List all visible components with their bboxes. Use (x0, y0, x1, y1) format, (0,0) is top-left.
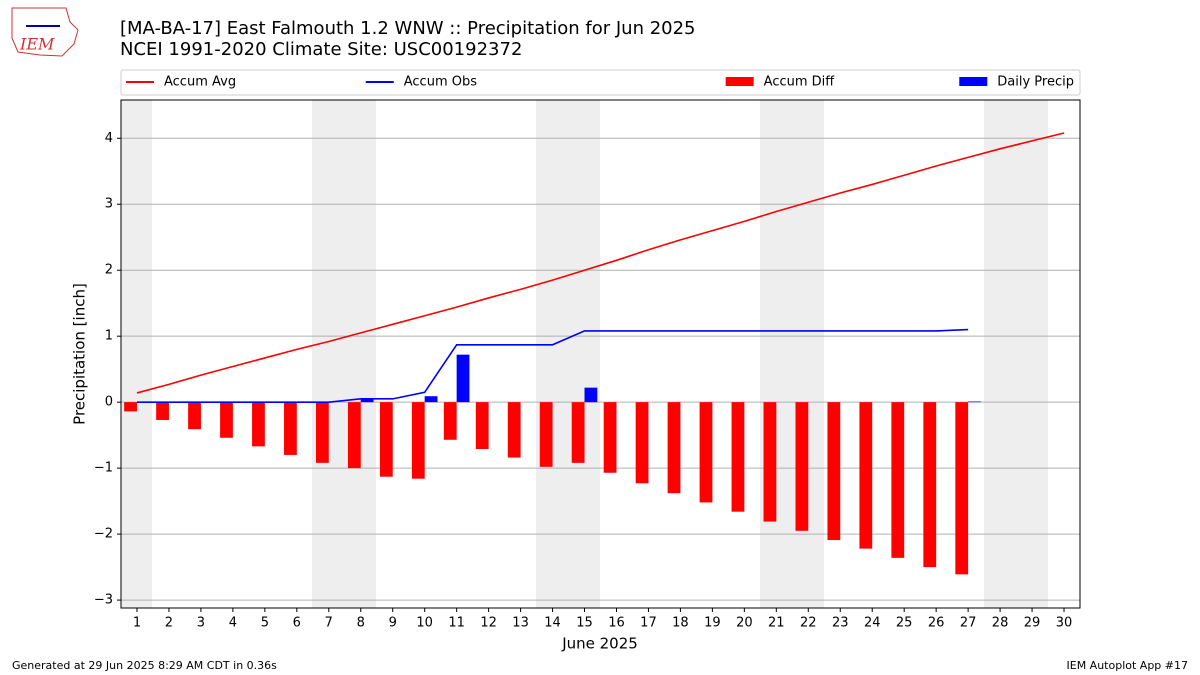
x-tick-label: 6 (293, 616, 301, 631)
legend-swatch (725, 77, 754, 86)
bar (891, 402, 905, 558)
x-tick-label: 29 (1024, 616, 1041, 631)
bar (827, 402, 841, 541)
x-tick-label: 21 (768, 616, 785, 631)
legend-label: Accum Avg (164, 75, 236, 90)
bar (955, 402, 969, 575)
x-tick-label: 3 (197, 616, 205, 631)
x-tick-label: 27 (960, 616, 977, 631)
bar (475, 402, 489, 450)
bar (795, 402, 809, 531)
x-tick-label: 20 (736, 616, 753, 631)
bar (699, 402, 713, 503)
x-tick-label: 24 (864, 616, 881, 631)
legend-swatch (959, 77, 988, 86)
bar (252, 402, 265, 447)
legend-label: Daily Precip (997, 75, 1074, 90)
x-tick-label: 17 (640, 616, 657, 631)
y-tick-label: −3 (94, 593, 113, 608)
x-tick-label: 5 (261, 616, 269, 631)
weekend-band (760, 100, 824, 608)
legend-box (120, 69, 1081, 96)
legend-label: Accum Diff (764, 75, 836, 90)
weekend-band (984, 100, 1048, 608)
bar (584, 387, 598, 403)
y-tick-label: 0 (105, 395, 113, 410)
weekend-band (536, 100, 600, 608)
x-tick-label: 11 (448, 616, 465, 631)
bar (156, 402, 169, 420)
x-tick-label: 30 (1056, 616, 1073, 631)
chart-title: [MA-BA-17] East Falmouth 1.2 WNW :: Prec… (120, 18, 696, 39)
bar (507, 402, 521, 458)
x-tick-label: 28 (992, 616, 1009, 631)
weekend-shading (121, 100, 1048, 608)
bar (443, 402, 457, 440)
line (136, 132, 1065, 394)
x-tick-label: 22 (800, 616, 817, 631)
logo-outline (11, 7, 79, 57)
y-tick-label: 1 (105, 329, 113, 344)
weekend-band (121, 100, 152, 608)
x-axis-label: June 2025 (561, 635, 638, 653)
bar (667, 402, 681, 494)
bar (859, 402, 873, 549)
logo-text: IEM (19, 35, 55, 54)
x-tick-label: 23 (832, 616, 849, 631)
bar (571, 402, 585, 463)
y-tick-label: 4 (105, 131, 113, 146)
y-tick-label: 3 (105, 197, 113, 212)
x-tick-label: 10 (416, 616, 433, 631)
y-tick-label: −1 (94, 461, 113, 476)
x-tick-label: 4 (229, 616, 237, 631)
x-tick-label: 25 (896, 616, 913, 631)
plot-frame (120, 99, 1081, 609)
legend-label: Accum Obs (404, 75, 477, 90)
x-tick-label: 19 (704, 616, 721, 631)
x-tick-label: 16 (608, 616, 625, 631)
logo: IEM (11, 7, 79, 57)
bar (360, 398, 374, 403)
bar (635, 402, 649, 484)
bar (347, 402, 361, 469)
bar (188, 402, 201, 430)
bar (220, 402, 233, 438)
bar (456, 354, 470, 403)
chart-subtitle: NCEI 1991-2020 Climate Site: USC00192372 (120, 39, 522, 60)
bar (124, 402, 137, 412)
x-tick-label: 8 (357, 616, 365, 631)
footer-right: IEM Autoplot App #17 (1067, 659, 1189, 672)
bar (424, 396, 438, 403)
x-tick-label: 1 (133, 616, 141, 631)
footer-left: Generated at 29 Jun 2025 8:29 AM CDT in … (12, 659, 277, 672)
bar (968, 401, 981, 403)
bar (539, 402, 553, 467)
x-tick-label: 7 (325, 616, 333, 631)
line (136, 328, 969, 403)
x-tick-label: 13 (512, 616, 529, 631)
weekend-band (312, 100, 376, 608)
x-tick-label: 12 (480, 616, 497, 631)
bar (315, 402, 329, 463)
y-axis-label: Precipitation [inch] (71, 283, 89, 425)
bar (379, 402, 393, 477)
x-tick-label: 26 (928, 616, 945, 631)
x-tick-label: 9 (389, 616, 397, 631)
y-tick-label: 2 (105, 263, 113, 278)
x-tick-label: 15 (576, 616, 593, 631)
y-tick-label: −2 (94, 527, 113, 542)
bar (923, 402, 937, 568)
x-tick-label: 2 (165, 616, 173, 631)
bar (603, 402, 617, 473)
x-tick-label: 14 (544, 616, 561, 631)
bar (763, 402, 777, 522)
x-tick-label: 18 (672, 616, 689, 631)
bar (731, 402, 745, 512)
bar (284, 402, 297, 455)
bar (411, 402, 425, 479)
